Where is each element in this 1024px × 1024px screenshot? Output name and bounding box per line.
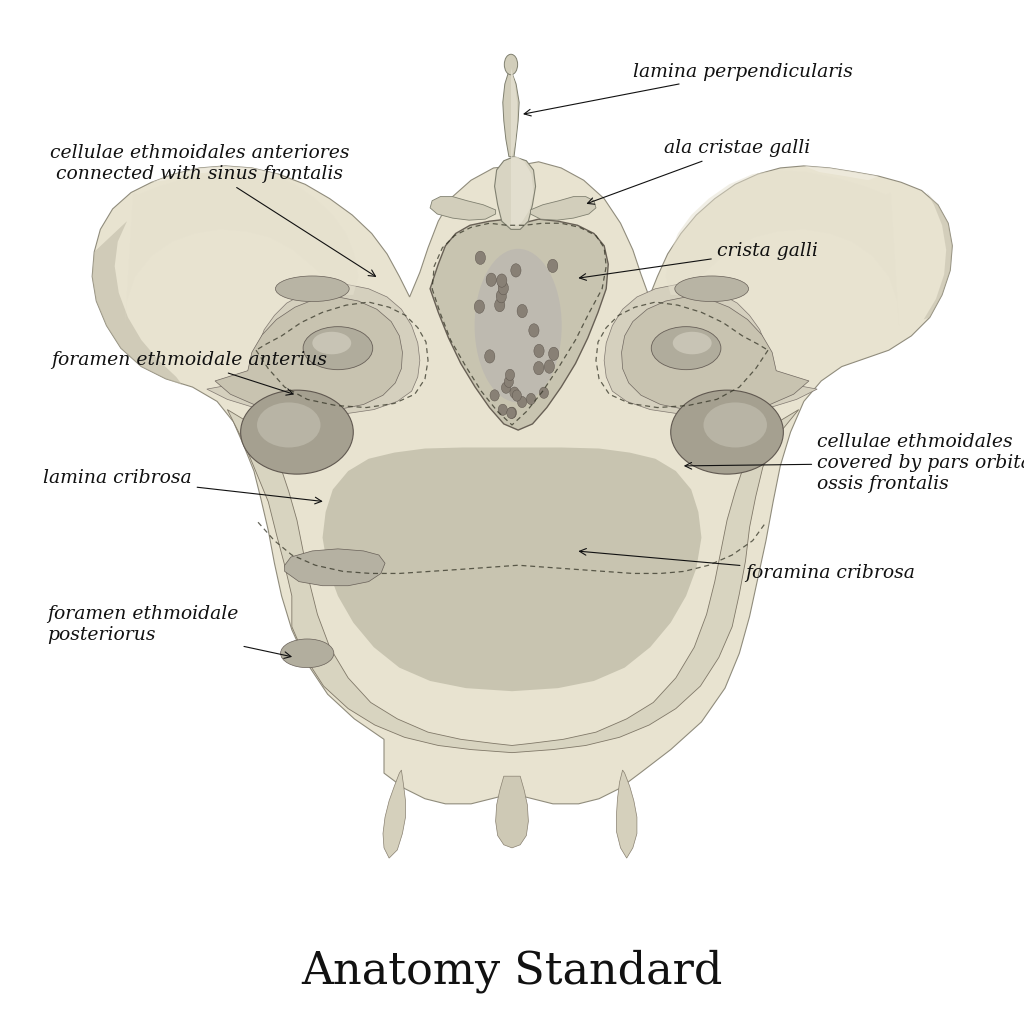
Text: lamina cribrosa: lamina cribrosa — [43, 469, 322, 504]
Polygon shape — [152, 166, 279, 182]
Text: lamina perpendicularis: lamina perpendicularis — [524, 62, 853, 116]
Polygon shape — [285, 549, 385, 586]
Polygon shape — [503, 68, 519, 157]
Ellipse shape — [497, 274, 507, 288]
Ellipse shape — [675, 275, 749, 301]
Ellipse shape — [486, 273, 497, 287]
Ellipse shape — [312, 332, 351, 354]
Ellipse shape — [504, 54, 517, 75]
Polygon shape — [622, 297, 809, 412]
Ellipse shape — [517, 396, 526, 408]
Ellipse shape — [275, 275, 349, 301]
Polygon shape — [530, 197, 596, 220]
Text: Anatomy Standard: Anatomy Standard — [301, 949, 723, 992]
Ellipse shape — [512, 390, 521, 401]
Ellipse shape — [497, 290, 507, 303]
Ellipse shape — [517, 304, 527, 317]
Ellipse shape — [475, 249, 561, 402]
Polygon shape — [430, 219, 608, 430]
Ellipse shape — [549, 347, 559, 360]
Ellipse shape — [703, 402, 767, 447]
Polygon shape — [207, 285, 420, 414]
Ellipse shape — [540, 387, 549, 398]
Ellipse shape — [303, 327, 373, 370]
Ellipse shape — [475, 251, 485, 264]
Ellipse shape — [528, 324, 539, 337]
Polygon shape — [323, 447, 701, 691]
Polygon shape — [511, 157, 534, 227]
Ellipse shape — [502, 382, 511, 393]
Ellipse shape — [484, 350, 495, 364]
Polygon shape — [227, 410, 799, 753]
Ellipse shape — [498, 404, 507, 416]
Ellipse shape — [673, 332, 712, 354]
Ellipse shape — [257, 402, 321, 447]
Ellipse shape — [506, 370, 515, 381]
Ellipse shape — [534, 361, 544, 375]
Ellipse shape — [499, 282, 509, 295]
Polygon shape — [924, 193, 952, 319]
Ellipse shape — [241, 390, 353, 474]
Text: cellulae ethmoidales
covered by pars orbitalis
ossis frontalis: cellulae ethmoidales covered by pars orb… — [685, 433, 1024, 493]
Ellipse shape — [511, 264, 521, 278]
Polygon shape — [511, 68, 517, 157]
Ellipse shape — [671, 390, 783, 474]
Polygon shape — [92, 162, 952, 804]
Ellipse shape — [534, 344, 544, 357]
Text: foramen ethmoidale
posteriorus: foramen ethmoidale posteriorus — [47, 605, 291, 658]
Ellipse shape — [510, 387, 519, 398]
Ellipse shape — [507, 408, 516, 419]
Ellipse shape — [495, 298, 505, 311]
Polygon shape — [430, 197, 496, 220]
Ellipse shape — [281, 639, 334, 668]
Polygon shape — [804, 166, 879, 180]
Ellipse shape — [544, 359, 554, 373]
Text: ala cristae galli: ala cristae galli — [588, 139, 810, 204]
Ellipse shape — [504, 376, 513, 387]
Polygon shape — [383, 770, 406, 858]
Polygon shape — [495, 157, 536, 229]
Polygon shape — [666, 170, 899, 326]
Text: foramen ethmoidale anterius: foramen ethmoidale anterius — [51, 351, 328, 395]
Polygon shape — [496, 776, 528, 848]
Polygon shape — [616, 770, 637, 858]
Ellipse shape — [507, 408, 516, 419]
Text: crista galli: crista galli — [580, 242, 818, 281]
Ellipse shape — [651, 327, 721, 370]
Ellipse shape — [490, 390, 500, 401]
Polygon shape — [215, 297, 402, 412]
Text: cellulae ethmoidales anteriores
connected with sinus frontalis: cellulae ethmoidales anteriores connecte… — [50, 144, 376, 276]
Ellipse shape — [548, 259, 558, 272]
Polygon shape — [92, 221, 182, 385]
Polygon shape — [604, 285, 817, 414]
Polygon shape — [125, 170, 358, 326]
Ellipse shape — [474, 300, 484, 313]
Text: foramina cribrosa: foramina cribrosa — [580, 549, 915, 583]
Ellipse shape — [526, 393, 536, 404]
